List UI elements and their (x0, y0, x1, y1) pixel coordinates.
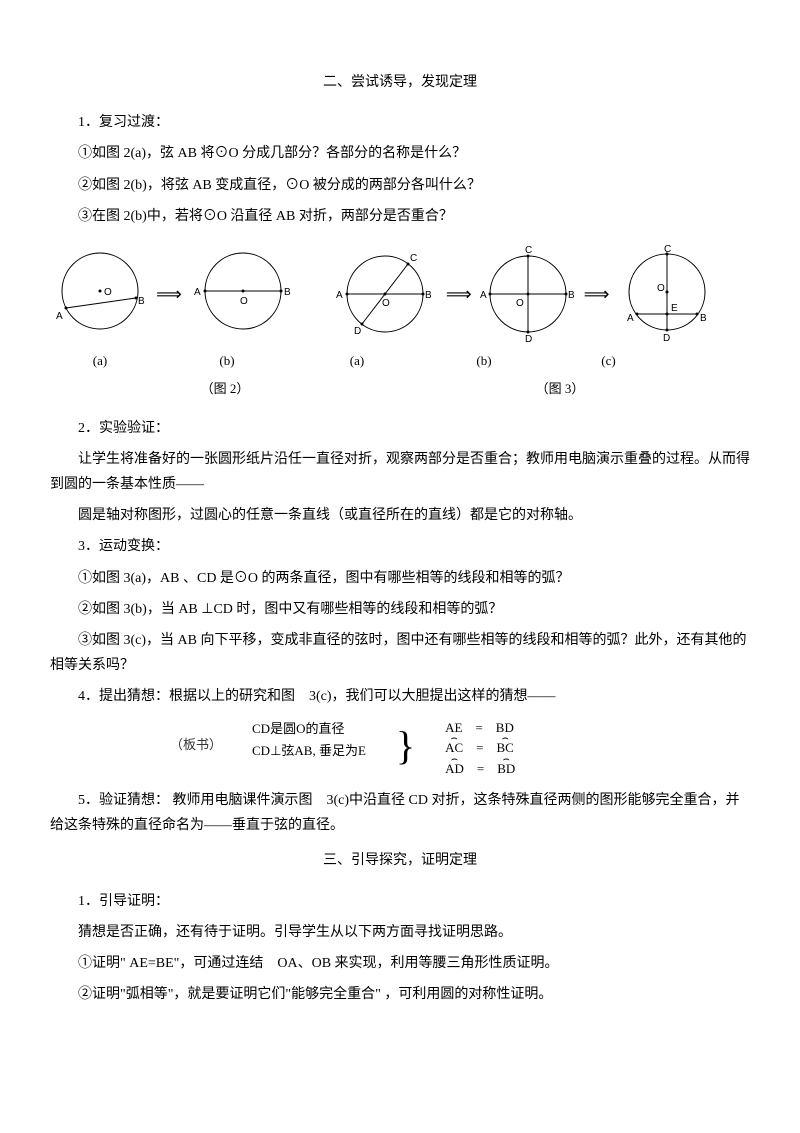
sec3-p1: 猜想是否正确，还有待于证明。引导学生从以下两方面寻找证明思路。 (50, 920, 750, 945)
svg-text:D: D (663, 333, 670, 344)
sec3-item1-title: 1．引导证明： (50, 889, 750, 914)
svg-text:O: O (516, 298, 524, 309)
fig-captions: （图 2） （图 3） (50, 377, 750, 400)
fig3c: O A B C D E (615, 244, 720, 344)
diagram-labels: (a) (b) (a) (b) (c) (50, 349, 750, 372)
svg-text:A: A (56, 311, 63, 322)
q3: ③在图 2(b)中，若将⊙O 沿直径 AB 对折，两部分是否重合？ (50, 204, 750, 229)
fig3b: O A B C D (478, 244, 578, 344)
svg-text:A: A (336, 290, 343, 301)
svg-text:B: B (700, 313, 707, 324)
label-a: (a) (302, 349, 412, 372)
svg-text:O: O (104, 287, 112, 298)
arrow-icon: ⟹ (584, 278, 610, 310)
q2: ②如图 2(b)，将弦 AB 变成直径，⊙O 被分成的两部分各叫什么？ (50, 173, 750, 198)
board-label: （板书） (170, 718, 222, 756)
item3-q3: ③如图 3(c)，当 AB 向下平移，变成非直径的弦时，图中还有哪些相等的线段和… (50, 628, 750, 678)
label-c: (c) (556, 349, 661, 372)
item4: 4．提出猜想：根据以上的研究和图 3(c)，我们可以大胆提出这样的猜想—— (50, 684, 750, 709)
svg-text:O: O (657, 283, 665, 294)
arrow-icon: ⟹ (446, 278, 472, 310)
fig2a: O A B (50, 246, 150, 341)
svg-text:B: B (568, 290, 575, 301)
svg-text:B: B (138, 296, 145, 307)
item2-title: 2．实验验证： (50, 416, 750, 441)
fig3-caption: （图 3） (510, 377, 610, 400)
item2-p1: 让学生将准备好的一张圆形纸片沿任一直径对折，观察两部分是否重合；教师用电脑演示重… (50, 447, 750, 497)
svg-text:A: A (194, 287, 201, 298)
board-conclusion: AE = BD AC = BC AD = BD (445, 718, 515, 780)
section2-title: 二、尝试诱导，发现定理 (50, 70, 750, 95)
label-b: (b) (434, 349, 534, 372)
svg-text:E: E (671, 303, 678, 314)
fig2b: O A B (188, 246, 298, 341)
item3-q2: ②如图 3(b)，当 AB ⊥CD 时，图中又有哪些相等的线段和相等的弧？ (50, 597, 750, 622)
q1: ①如图 2(a)，弦 AB 将⊙O 分成几部分？各部分的名称是什么？ (50, 141, 750, 166)
svg-text:A: A (480, 290, 487, 301)
item1-title: 1．复习过渡： (50, 110, 750, 135)
svg-text:D: D (354, 326, 361, 337)
svg-text:C: C (664, 244, 671, 255)
board-premise: CD是圆O的直径 CD⊥弦AB, 垂足为E (252, 718, 366, 762)
svg-text:O: O (240, 296, 248, 307)
label-b: (b) (172, 349, 282, 372)
sec3-p2: ①证明" AE=BE"，可通过连结 OA、OB 来实现，利用等腰三角形性质证明。 (50, 951, 750, 976)
item3-q1: ①如图 3(a)，AB 、CD 是⊙O 的两条直径，图中有哪些相等的线段和相等的… (50, 566, 750, 591)
svg-text:C: C (410, 253, 417, 264)
fig3a: O A B C D (330, 246, 440, 341)
svg-text:C: C (525, 245, 532, 256)
svg-text:O: O (382, 298, 390, 309)
svg-text:D: D (525, 334, 532, 344)
arrow-icon: ⟹ (156, 278, 182, 310)
svg-text:B: B (425, 290, 432, 301)
svg-text:B: B (284, 287, 291, 298)
item2-p2: 圆是轴对称图形，过圆心的任意一条直线（或直径所在的直线）都是它的对称轴。 (50, 503, 750, 528)
diagram-row: O A B ⟹ O A B O A B C D ⟹ O (50, 244, 750, 344)
label-a: (a) (50, 349, 150, 372)
boardwork: （板书） CD是圆O的直径 CD⊥弦AB, 垂足为E } AE = BD AC … (170, 718, 750, 780)
fig2-caption: （图 2） (170, 377, 280, 400)
brace-icon: } (396, 736, 415, 756)
item5: 5．验证猜想： 教师用电脑课件演示图 3(c)中沿直径 CD 对折，这条特殊直径… (50, 788, 750, 838)
sec3-p3: ②证明"弧相等"，就是要证明它们"能够完全重合" ，可利用圆的对称性证明。 (50, 982, 750, 1007)
svg-text:A: A (627, 313, 634, 324)
item3-title: 3．运动变换： (50, 534, 750, 559)
section3-title: 三、引导探究，证明定理 (50, 848, 750, 873)
